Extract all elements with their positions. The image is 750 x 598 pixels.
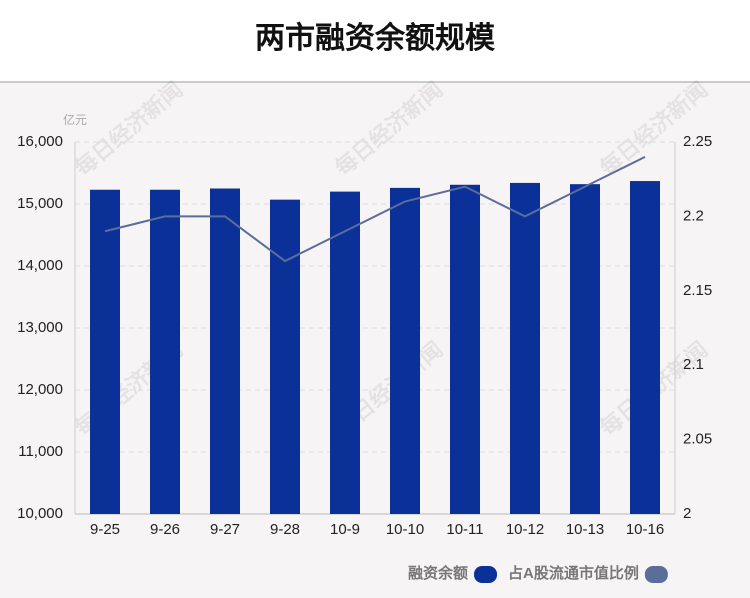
y-tick-label: 11,000	[18, 443, 63, 460]
bar	[510, 182, 540, 515]
y-unit: 亿元	[63, 112, 87, 127]
x-tick-label: 9-28	[270, 521, 300, 538]
y2-tick-label: 2.15	[683, 282, 712, 299]
legend-swatch	[474, 566, 498, 583]
y-tick-label: 16,000	[17, 133, 63, 150]
y-tick-label: 13,000	[17, 319, 63, 336]
bar	[390, 187, 420, 514]
x-tick-label: 10-16	[626, 521, 664, 538]
bar	[210, 188, 240, 514]
chart-title: 两市融资余额规模	[255, 21, 495, 55]
y2-tick-label: 2.25	[683, 133, 712, 150]
y-tick-label: 12,000	[17, 381, 63, 398]
bar	[150, 189, 180, 515]
y2-tick-label: 2.05	[683, 431, 712, 448]
line	[104, 155, 646, 263]
x-tick-label: 10-11	[446, 521, 483, 538]
bar	[570, 184, 600, 514]
y-tick-label: 15,000	[17, 195, 63, 212]
x-tick-label: 9-27	[210, 521, 240, 538]
y-tick-label: 10,000	[17, 505, 63, 522]
y-tick-label: 14,000	[17, 257, 63, 274]
y2-tick-label: 2.1	[683, 356, 704, 373]
title-bar	[0, 0, 750, 82]
y2-tick-label: 2	[683, 505, 691, 522]
bar	[90, 189, 120, 515]
bar	[270, 199, 300, 514]
watermark: 每日经济新闻	[595, 77, 712, 181]
bar	[630, 181, 660, 514]
legend-swatch	[644, 566, 668, 583]
watermark: 每日经济新闻	[70, 77, 187, 181]
x-tick-label: 10-13	[566, 521, 604, 538]
x-tick-label: 10-12	[506, 521, 544, 538]
legend-label: 占A股流通市值比例	[508, 564, 639, 582]
bar	[450, 184, 480, 514]
y2-tick-label: 2.2	[683, 207, 704, 224]
x-tick-label: 9-26	[150, 521, 180, 538]
bar	[330, 191, 360, 514]
legend-label: 融资余额	[408, 564, 468, 582]
x-tick-label: 9-25	[90, 521, 120, 538]
x-tick-label: 10-10	[386, 521, 424, 538]
watermark: 每日经济新闻	[330, 77, 447, 181]
x-tick-label: 10-9	[330, 521, 360, 538]
